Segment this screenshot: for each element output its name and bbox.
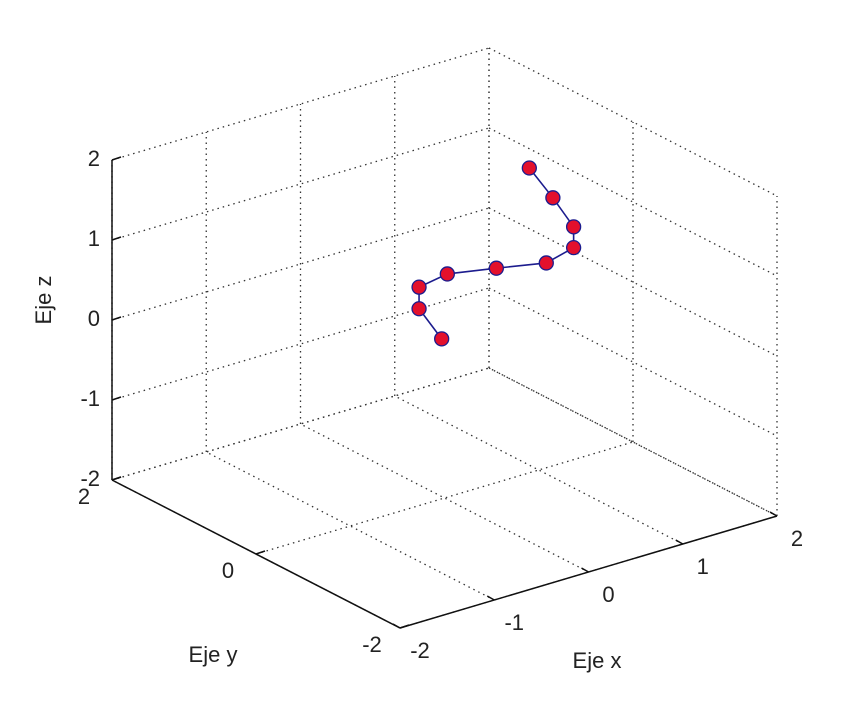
marker [411,301,427,317]
marker [521,160,537,176]
tick-mark [769,511,778,517]
y-tick-label: 0 [222,558,234,583]
grid-line [488,367,778,517]
marker [411,279,427,295]
marker [565,239,582,256]
grid-line [300,423,589,573]
z-tick-label: -2 [80,466,100,491]
grid-line [394,395,684,545]
marker [488,260,504,276]
grid-line [111,127,490,241]
tick-mark [399,624,410,629]
x-tick-label: -1 [504,610,524,635]
marker [538,255,554,271]
tick-mark [675,539,684,545]
y-axis-label: Eje y [189,642,238,667]
tick-mark [255,550,266,555]
y-tick-label: 2 [78,484,90,509]
z-tick-label: 2 [88,146,100,171]
x-tick-label: 0 [602,582,614,607]
z-axis-label: Eje z [31,276,56,325]
grid-line [488,47,778,197]
tick-mark [111,396,122,401]
grid-line [488,207,778,357]
y-axis [111,479,401,629]
tick-mark [111,316,122,321]
marker [439,266,455,282]
x-tick-label: -2 [410,638,430,663]
z-tick-label: 1 [88,226,100,251]
grid-line [488,127,778,277]
tick-mark [111,156,122,161]
grid-line [205,451,495,601]
tick-mark [392,623,401,629]
tick-mark [486,595,495,601]
x-tick-label: 2 [791,526,803,551]
grid-line [488,367,778,517]
z-tick-label: -1 [80,386,100,411]
tick-mark [111,476,122,481]
marker [434,331,450,347]
line [418,167,575,340]
grid-line [488,287,778,437]
marker [565,219,582,235]
y-tick-label: -2 [362,632,382,657]
grid-line [111,287,490,401]
tick-mark [581,567,589,573]
z-tick-label: 0 [88,306,100,331]
marker [545,190,561,206]
x-axis-label: Eje x [573,648,622,673]
tick-mark [111,236,122,241]
x-tick-label: 1 [697,554,709,579]
grid-line [255,441,634,555]
